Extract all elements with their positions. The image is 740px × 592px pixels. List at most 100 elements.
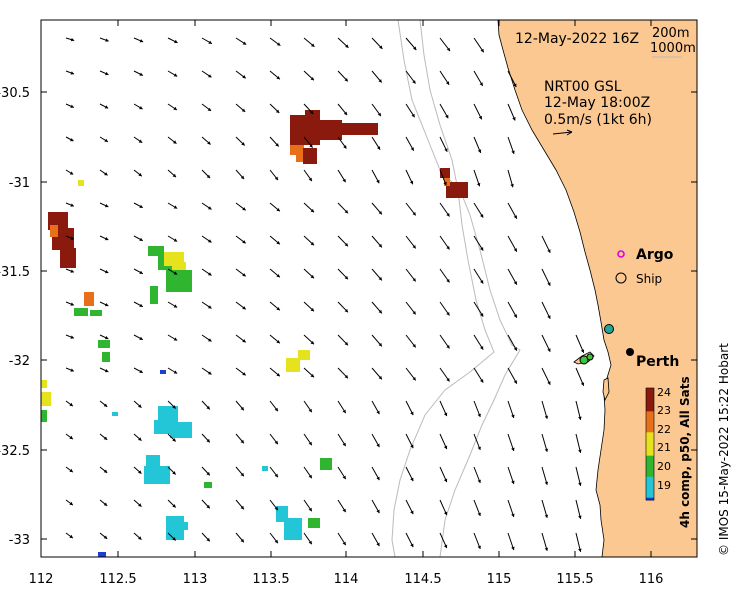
- current-vector-head: [240, 406, 244, 411]
- current-vector-head: [445, 114, 449, 119]
- current-vector-head: [206, 405, 210, 410]
- current-vector-head: [138, 404, 142, 408]
- x-tick-label: 113: [183, 572, 208, 587]
- current-vector-head: [308, 507, 312, 512]
- current-vector-head: [138, 503, 142, 507]
- current-vector-head: [412, 377, 416, 381]
- current-vector-head: [139, 39, 144, 43]
- current-vector-head: [240, 175, 245, 180]
- perth-marker: [626, 348, 634, 356]
- current-vector-head: [310, 307, 314, 312]
- current-vector-head: [208, 74, 212, 78]
- current-vector: [541, 235, 551, 254]
- current-vector-head: [70, 236, 74, 240]
- current-vector-head: [376, 443, 380, 448]
- current-vector: [575, 499, 582, 520]
- current-vector-head: [172, 173, 176, 178]
- current-vector-head: [274, 473, 278, 478]
- current-vector: [575, 433, 582, 454]
- current-vector-head: [242, 207, 246, 211]
- current-vector-head: [513, 248, 517, 252]
- current-vector-head: [547, 381, 551, 385]
- current-vector-head: [208, 338, 212, 342]
- garden-island: [602, 377, 610, 402]
- current-vector-head: [274, 539, 278, 544]
- current-vector-head: [139, 303, 143, 307]
- current-vector-head: [173, 304, 178, 308]
- colorbar-segment: [646, 462, 654, 466]
- current-vector-head: [511, 414, 515, 418]
- current-vector-head: [344, 308, 348, 313]
- current-vector-head: [446, 246, 450, 250]
- current-vector-head: [412, 245, 416, 249]
- current-vector-head: [311, 43, 315, 47]
- perth-label: Perth: [636, 354, 679, 370]
- current-vector-head: [139, 369, 143, 373]
- isobath-1000m: [391, 19, 495, 558]
- current-vector-head: [344, 341, 348, 346]
- current-vector-head: [208, 206, 212, 210]
- current-vector-head: [378, 276, 382, 281]
- colorbar-segment: [646, 472, 654, 475]
- current-vector-head: [206, 471, 210, 476]
- current-vector-head: [206, 438, 210, 443]
- current-vector-head: [70, 269, 74, 273]
- colorbar-segment: [646, 493, 654, 496]
- current-vector-head: [510, 183, 514, 188]
- colorbar-segment: [646, 430, 654, 433]
- current-vector-head: [69, 435, 73, 440]
- current-vector-head: [578, 482, 582, 486]
- current-vector-head: [207, 107, 212, 111]
- current-vector: [575, 532, 582, 553]
- y-tick-label: -33: [9, 533, 30, 548]
- current-source-label: NRT00 GSL: [544, 79, 622, 95]
- current-vector-head: [173, 73, 178, 77]
- colorbar-segment: [646, 411, 654, 415]
- ship-legend-label: Ship: [636, 272, 662, 286]
- current-vector-head: [70, 368, 74, 372]
- current-vector-head: [480, 214, 484, 218]
- colorbar-segment: [646, 481, 654, 485]
- current-vector-head: [412, 278, 416, 282]
- current-vector-head: [138, 172, 142, 177]
- current-vector-head: [376, 410, 380, 415]
- current-vector-head: [513, 347, 517, 351]
- colorbar-segment: [646, 455, 654, 459]
- current-vector-head: [412, 80, 416, 84]
- current-vector-head: [342, 442, 346, 447]
- current-vector-head: [274, 506, 278, 511]
- current-vector-head: [412, 212, 416, 216]
- colorbar-segment: [646, 392, 654, 396]
- sst-patch: [262, 466, 268, 471]
- current-vector-head: [578, 416, 582, 420]
- mooring-marker: [586, 353, 594, 361]
- sst-patch: [446, 182, 468, 198]
- sst-patch: [166, 270, 192, 292]
- ship-legend-marker: [615, 272, 627, 284]
- current-vector-head: [138, 536, 142, 540]
- sst-patch: [296, 152, 306, 162]
- colorbar-segment: [646, 441, 654, 445]
- current-vector-head: [308, 540, 312, 545]
- current-vector-head: [104, 369, 109, 373]
- sst-patch: [444, 178, 450, 186]
- sst-patch: [146, 455, 160, 469]
- current-vector-head: [511, 480, 515, 484]
- x-tick-label: 115.5: [556, 572, 593, 587]
- current-vector-head: [308, 408, 312, 413]
- colorbar-tick-label: 22: [657, 423, 671, 436]
- current-vector-head: [477, 446, 481, 450]
- current-vector-head: [376, 509, 380, 514]
- current-vector-head: [480, 280, 484, 284]
- y-tick-label: -31.5: [0, 265, 30, 280]
- current-vector-head: [70, 71, 74, 75]
- current-vector-head: [208, 40, 212, 44]
- current-vector-head: [173, 140, 177, 144]
- current-vector-head: [410, 411, 414, 416]
- colorbar-segment: [646, 402, 654, 405]
- current-vector-head: [276, 241, 280, 245]
- current-vector-head: [104, 303, 109, 307]
- current-vector-head: [410, 147, 414, 151]
- current-vector-head: [480, 379, 484, 383]
